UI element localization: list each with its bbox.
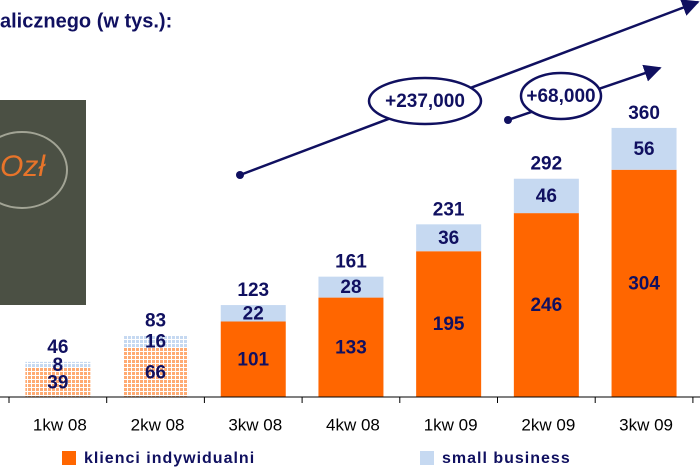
x-tick-label: 3kw 09	[619, 415, 673, 434]
total-label: 123	[237, 280, 269, 301]
value-label: 195	[433, 314, 465, 335]
value-label: 304	[628, 273, 660, 294]
photo-text: Ozł	[0, 150, 46, 183]
legend-swatch	[62, 451, 76, 465]
legend-label: small business	[442, 450, 571, 467]
annotation: +68,000	[526, 86, 595, 107]
x-tick-label: 1kw 08	[33, 415, 87, 434]
value-label: 22	[243, 303, 264, 324]
value-label: 28	[340, 277, 361, 298]
value-label: 66	[145, 362, 166, 383]
total-label: 161	[335, 252, 367, 273]
value-label: 133	[335, 337, 367, 358]
value-label: 36	[438, 228, 459, 249]
x-tick-label: 2kw 08	[131, 415, 185, 434]
total-label: 292	[530, 154, 562, 175]
x-tick-label: 4kw 08	[326, 415, 380, 434]
total-label: 46	[47, 337, 68, 358]
annotation: +237,000	[385, 91, 465, 112]
value-label: 46	[536, 186, 557, 207]
chart: alicznego (w tys.): Ozł +237,000 +68,000…	[0, 0, 700, 471]
total-label: 360	[628, 103, 660, 124]
total-label: 231	[433, 199, 465, 220]
photo: Ozł	[0, 100, 86, 305]
x-tick-label: 2kw 09	[521, 415, 575, 434]
value-label: 246	[530, 295, 562, 316]
x-tick-label: 3kw 08	[228, 415, 282, 434]
value-label: 101	[237, 349, 269, 370]
legend-label: klienci indywidualni	[84, 450, 255, 467]
value-label: 56	[633, 139, 654, 160]
value-label: 8	[53, 355, 64, 376]
value-label: 16	[145, 332, 166, 353]
legend-swatch	[420, 451, 434, 465]
x-tick-label: 1kw 09	[424, 415, 478, 434]
total-label: 83	[145, 311, 166, 332]
chart-title: alicznego (w tys.):	[0, 10, 172, 32]
